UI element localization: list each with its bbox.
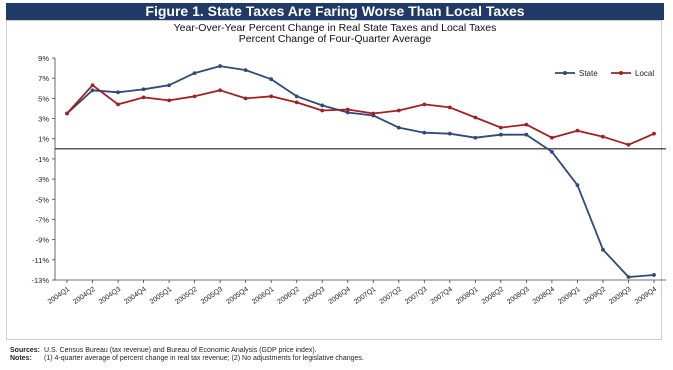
y-tick-label: -1% bbox=[36, 155, 50, 164]
legend-marker-local bbox=[619, 71, 623, 75]
data-point-local bbox=[116, 102, 120, 107]
x-tick-label: 2008Q3 bbox=[506, 286, 531, 306]
data-point-local bbox=[396, 108, 401, 113]
chart-subtitle-line-1: Year-Over-Year Percent Change in Real St… bbox=[173, 22, 497, 34]
y-tick-label: 9% bbox=[38, 54, 49, 63]
x-tick-label: 2008Q2 bbox=[481, 286, 506, 306]
data-point-local bbox=[652, 131, 656, 136]
x-tick-label: 2004Q3 bbox=[98, 286, 123, 306]
data-point-state bbox=[192, 71, 197, 76]
data-point-local bbox=[601, 134, 605, 139]
data-point-local bbox=[345, 107, 350, 112]
notes-text: (1) 4-quarter average of percent change … bbox=[44, 355, 364, 362]
series-line-local bbox=[66, 84, 655, 146]
data-point-local bbox=[473, 115, 478, 120]
x-tick-label: 2006Q3 bbox=[302, 286, 327, 306]
x-tick-label: 2006Q4 bbox=[327, 286, 352, 306]
x-tick-label: 2004Q2 bbox=[72, 286, 97, 306]
data-point-local bbox=[218, 88, 223, 93]
data-point-local bbox=[294, 100, 299, 105]
data-point-state bbox=[320, 103, 325, 108]
data-point-local bbox=[422, 102, 427, 107]
data-point-state bbox=[396, 125, 401, 130]
y-tick-label: 5% bbox=[38, 94, 49, 103]
notes-note: Notes: (1) 4-quarter average of percent c… bbox=[10, 355, 364, 363]
line-chart: 9%7%5%3%1%-1%-3%-5%-7%-9%-11%-13%2004Q1 2… bbox=[31, 54, 666, 306]
x-tick-label: 2008Q4 bbox=[532, 286, 557, 306]
data-point-state bbox=[652, 273, 656, 277]
data-point-local bbox=[192, 94, 197, 99]
x-tick-label: 2004Q1 bbox=[47, 286, 72, 306]
series-line-state bbox=[66, 65, 655, 278]
data-point-local bbox=[90, 83, 95, 88]
x-tick-label: 2008Q1 bbox=[455, 286, 480, 306]
data-point-local bbox=[498, 125, 503, 130]
y-tick-label: -9% bbox=[36, 236, 50, 245]
x-tick-label: 2009Q4 bbox=[634, 286, 659, 306]
data-point-local bbox=[167, 98, 171, 103]
data-point-state bbox=[473, 135, 478, 140]
data-point-state bbox=[218, 64, 223, 68]
data-point-state bbox=[243, 68, 248, 73]
data-point-local bbox=[447, 105, 452, 110]
data-point-state bbox=[524, 132, 529, 137]
data-point-state bbox=[269, 77, 274, 82]
data-point-local bbox=[269, 94, 274, 99]
data-point-state bbox=[294, 94, 299, 99]
data-point-local bbox=[575, 128, 580, 133]
data-point-local bbox=[550, 135, 554, 140]
y-tick-label: -3% bbox=[36, 175, 50, 184]
y-tick-label: 7% bbox=[38, 74, 49, 83]
data-point-local bbox=[65, 111, 69, 116]
x-tick-label: 2009Q1 bbox=[557, 286, 582, 306]
sources-label: Sources: bbox=[10, 347, 40, 354]
legend-label-state: State bbox=[579, 69, 598, 78]
data-point-state bbox=[626, 275, 631, 279]
data-point-state bbox=[422, 130, 427, 135]
data-point-local bbox=[626, 142, 631, 147]
data-point-state bbox=[498, 132, 503, 137]
data-point-state bbox=[447, 131, 452, 136]
y-tick-label: 3% bbox=[38, 115, 49, 124]
y-tick-label: -13% bbox=[31, 276, 49, 285]
sources-note: Sources: U.S. Census Bureau (tax revenue)… bbox=[10, 347, 317, 355]
legend-label-local: Local bbox=[635, 69, 654, 78]
data-point-state bbox=[575, 183, 580, 188]
data-point-state bbox=[116, 90, 120, 95]
x-tick-label: 2009Q3 bbox=[608, 286, 633, 306]
data-point-state bbox=[550, 149, 554, 154]
sources-text: U.S. Census Bureau (tax revenue) and Bur… bbox=[44, 347, 317, 354]
y-tick-label: 1% bbox=[38, 135, 49, 144]
y-tick-label: -5% bbox=[36, 195, 50, 204]
x-tick-label: 2009Q2 bbox=[583, 286, 608, 306]
x-tick-label: 2007Q4 bbox=[430, 286, 455, 306]
notes-label: Notes: bbox=[10, 355, 32, 362]
x-tick-label: 2007Q1 bbox=[353, 286, 378, 306]
data-point-state bbox=[90, 88, 95, 93]
x-tick-label: 2004Q4 bbox=[123, 286, 148, 306]
data-point-state bbox=[167, 83, 171, 88]
x-tick-label: 2005Q4 bbox=[225, 286, 250, 306]
x-tick-label: 2007Q3 bbox=[404, 286, 429, 306]
x-tick-label: 2005Q1 bbox=[149, 286, 174, 306]
legend-marker-state bbox=[563, 71, 567, 75]
data-point-local bbox=[243, 96, 248, 101]
x-tick-label: 2007Q2 bbox=[378, 286, 403, 306]
x-tick-label: 2005Q3 bbox=[200, 286, 225, 306]
data-point-state bbox=[601, 247, 605, 252]
chart-subtitle-line-2: Percent Change of Four-Quarter Average bbox=[238, 33, 432, 45]
data-point-local bbox=[141, 95, 146, 100]
y-tick-label: -11% bbox=[32, 256, 49, 265]
data-point-state bbox=[345, 110, 350, 115]
y-tick-label: -7% bbox=[36, 215, 50, 224]
data-point-state bbox=[141, 87, 146, 92]
data-point-local bbox=[524, 122, 529, 127]
data-point-local bbox=[371, 111, 376, 116]
x-tick-label: 2006Q2 bbox=[276, 286, 301, 306]
x-tick-label: 2005Q2 bbox=[174, 286, 199, 306]
data-point-local bbox=[320, 108, 325, 113]
x-tick-label: 2006Q1 bbox=[251, 286, 276, 306]
chart-title: Figure 1. State Taxes Are Faring Worse T… bbox=[6, 3, 664, 20]
